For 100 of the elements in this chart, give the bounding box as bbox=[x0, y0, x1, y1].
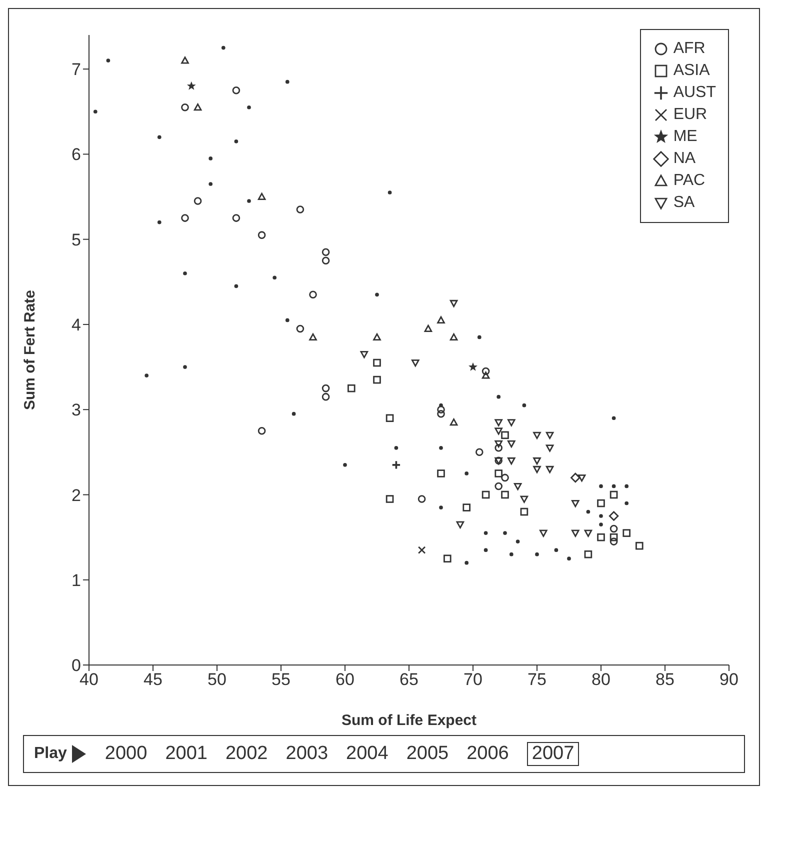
point bbox=[194, 197, 202, 205]
point bbox=[418, 495, 426, 503]
point bbox=[464, 472, 469, 476]
text: 2002 bbox=[225, 743, 268, 765]
x-tick-label: 85 bbox=[656, 670, 674, 690]
point bbox=[546, 444, 554, 452]
point bbox=[450, 333, 458, 340]
point bbox=[272, 276, 277, 280]
point bbox=[540, 530, 548, 537]
point bbox=[285, 80, 290, 84]
x-tick-label: 55 bbox=[272, 670, 290, 690]
text: Play bbox=[34, 745, 67, 763]
point bbox=[388, 190, 392, 194]
point bbox=[234, 140, 238, 144]
point bbox=[546, 432, 554, 440]
point bbox=[181, 214, 189, 222]
point bbox=[418, 546, 426, 554]
x-tick-label: 65 bbox=[400, 670, 418, 690]
point bbox=[508, 440, 516, 448]
point bbox=[484, 531, 488, 535]
y-tick-label: 1 bbox=[72, 570, 81, 590]
point bbox=[494, 482, 502, 490]
point bbox=[187, 82, 196, 90]
point bbox=[520, 496, 528, 503]
text: 2007 bbox=[526, 742, 580, 766]
point bbox=[584, 530, 592, 537]
point bbox=[612, 416, 616, 420]
point bbox=[322, 384, 330, 392]
point bbox=[208, 182, 213, 186]
point bbox=[610, 490, 618, 499]
point bbox=[437, 406, 445, 414]
point bbox=[508, 419, 516, 426]
point bbox=[183, 365, 187, 369]
point bbox=[373, 358, 381, 367]
point bbox=[509, 552, 514, 556]
text: 2003 bbox=[286, 743, 328, 765]
point bbox=[221, 46, 226, 50]
point bbox=[533, 432, 541, 440]
point bbox=[234, 284, 238, 288]
point bbox=[258, 192, 266, 200]
point bbox=[296, 206, 304, 214]
point bbox=[343, 463, 347, 467]
point bbox=[610, 524, 618, 533]
point bbox=[482, 367, 490, 376]
point bbox=[194, 103, 202, 111]
text: 2001 bbox=[165, 743, 208, 765]
point bbox=[494, 440, 502, 448]
point bbox=[232, 214, 240, 222]
point bbox=[533, 457, 541, 465]
point bbox=[567, 556, 571, 560]
point bbox=[296, 324, 304, 333]
y-tick-label: 5 bbox=[72, 230, 81, 250]
point bbox=[181, 103, 189, 112]
x-tick-label: 40 bbox=[80, 670, 98, 690]
point bbox=[450, 300, 458, 308]
point bbox=[572, 500, 580, 508]
point bbox=[496, 394, 501, 399]
point bbox=[578, 474, 586, 482]
point bbox=[554, 548, 558, 552]
y-tick-label: 2 bbox=[72, 486, 81, 505]
text: 2005 bbox=[406, 743, 449, 765]
point bbox=[494, 444, 502, 452]
point bbox=[533, 466, 541, 474]
point bbox=[437, 470, 445, 478]
y-tick-label: 7 bbox=[72, 60, 81, 80]
point bbox=[597, 499, 605, 508]
point bbox=[373, 333, 381, 340]
y-axis-title: Sum of Fert Rate bbox=[21, 290, 38, 410]
point bbox=[386, 414, 394, 422]
legend-label: AUST bbox=[673, 83, 716, 103]
y-tick-label: 3 bbox=[72, 400, 81, 420]
point bbox=[464, 560, 469, 565]
point bbox=[586, 510, 590, 514]
point bbox=[608, 511, 619, 521]
point bbox=[501, 474, 509, 482]
point bbox=[612, 484, 616, 488]
text: 2006 bbox=[466, 743, 509, 765]
point bbox=[570, 472, 580, 483]
legend-label: AFR bbox=[673, 39, 706, 59]
point bbox=[439, 506, 443, 510]
point bbox=[373, 376, 381, 384]
x-tick-label: 60 bbox=[336, 670, 354, 690]
x-tick-label: 50 bbox=[208, 670, 226, 690]
point bbox=[469, 362, 477, 370]
point bbox=[514, 482, 522, 490]
point bbox=[520, 508, 528, 516]
point bbox=[624, 501, 629, 506]
legend-label: ASIA bbox=[673, 61, 710, 81]
point bbox=[516, 540, 520, 544]
legend-label: EUR bbox=[673, 105, 708, 125]
point bbox=[444, 554, 452, 562]
point bbox=[456, 521, 464, 528]
point bbox=[258, 231, 266, 239]
point bbox=[157, 135, 162, 140]
point bbox=[584, 550, 592, 558]
point bbox=[424, 324, 432, 332]
point bbox=[93, 110, 98, 114]
point bbox=[258, 426, 266, 435]
point bbox=[610, 538, 618, 546]
point bbox=[494, 428, 502, 435]
